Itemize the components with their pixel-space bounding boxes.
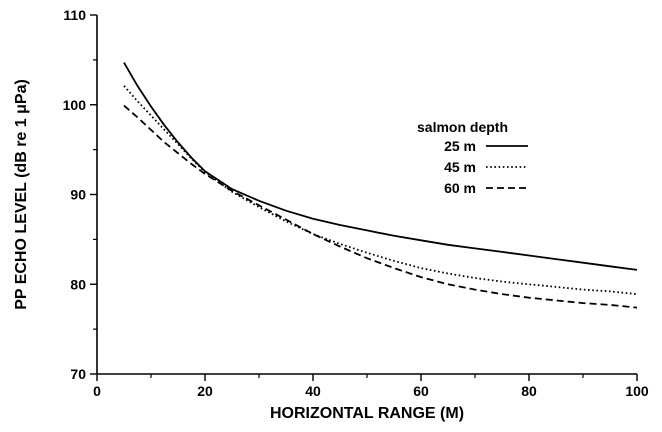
series-line-60-m xyxy=(123,104,638,309)
x-tick-label: 100 xyxy=(625,383,649,399)
y-tick-label: 100 xyxy=(63,97,87,113)
legend-title: salmon depth xyxy=(417,119,508,135)
y-tick-label: 80 xyxy=(70,276,86,292)
x-tick-label: 60 xyxy=(413,383,429,399)
legend: salmon depth 25 m 45 m 60 m xyxy=(417,119,528,196)
axes xyxy=(96,15,637,375)
y-tick-label: 110 xyxy=(63,7,86,23)
legend-label: 45 m xyxy=(444,159,476,175)
legend-label: 25 m xyxy=(444,138,476,154)
x-tick-label: 40 xyxy=(305,383,321,399)
x-tick-label: 80 xyxy=(521,383,537,399)
legend-label: 60 m xyxy=(444,180,476,196)
y-axis-title: PP ECHO LEVEL (dB re 1 μPa) xyxy=(13,79,30,310)
x-tick-label: 0 xyxy=(93,383,101,399)
series-group xyxy=(123,62,638,309)
series-line-25-m xyxy=(123,62,638,271)
y-tick-label: 90 xyxy=(70,187,86,203)
y-tick-label: 70 xyxy=(70,366,86,382)
series-line-45-m xyxy=(123,85,638,295)
x-axis-title: HORIZONTAL RANGE (M) xyxy=(270,405,464,422)
ticks: 0 20 40 60 80 100 70 80 90 100 110 xyxy=(63,7,649,399)
x-tick-label: 20 xyxy=(197,383,213,399)
